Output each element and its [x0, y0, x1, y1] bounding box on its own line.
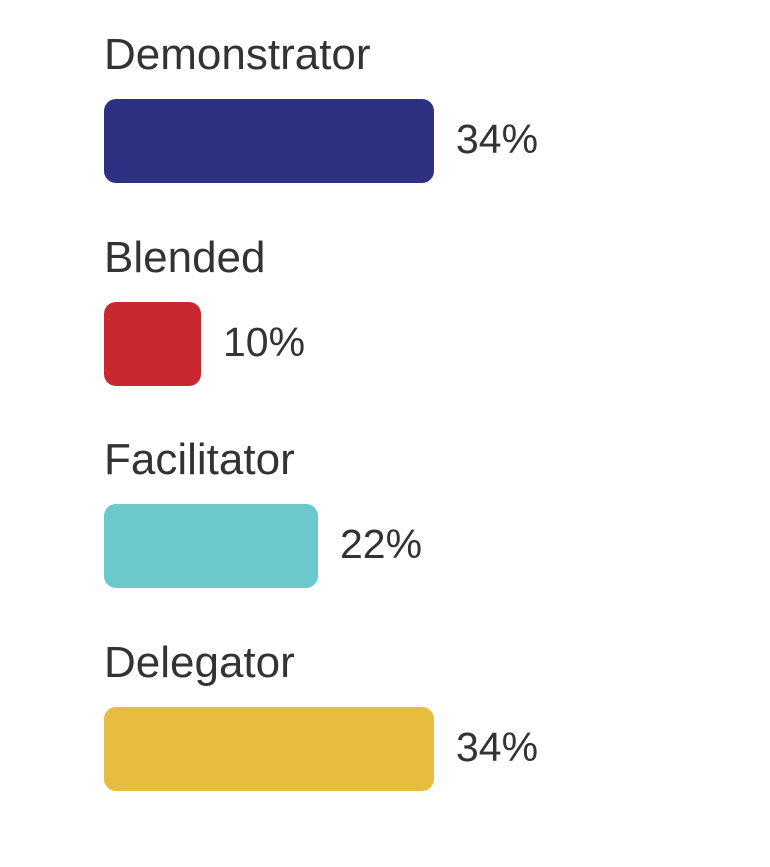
data-label: 34% [456, 116, 539, 162]
data-label: 22% [340, 521, 423, 567]
bar [104, 706, 434, 791]
category-label: Demonstrator [104, 30, 371, 79]
bar [104, 504, 318, 588]
bar [104, 301, 201, 386]
category-label: Blended [104, 232, 266, 282]
data-label: 10% [223, 318, 306, 365]
category-label: Facilitator [104, 435, 295, 484]
category-label: Delegator [104, 637, 295, 687]
data-label: 34% [456, 723, 539, 770]
bar [104, 99, 434, 183]
